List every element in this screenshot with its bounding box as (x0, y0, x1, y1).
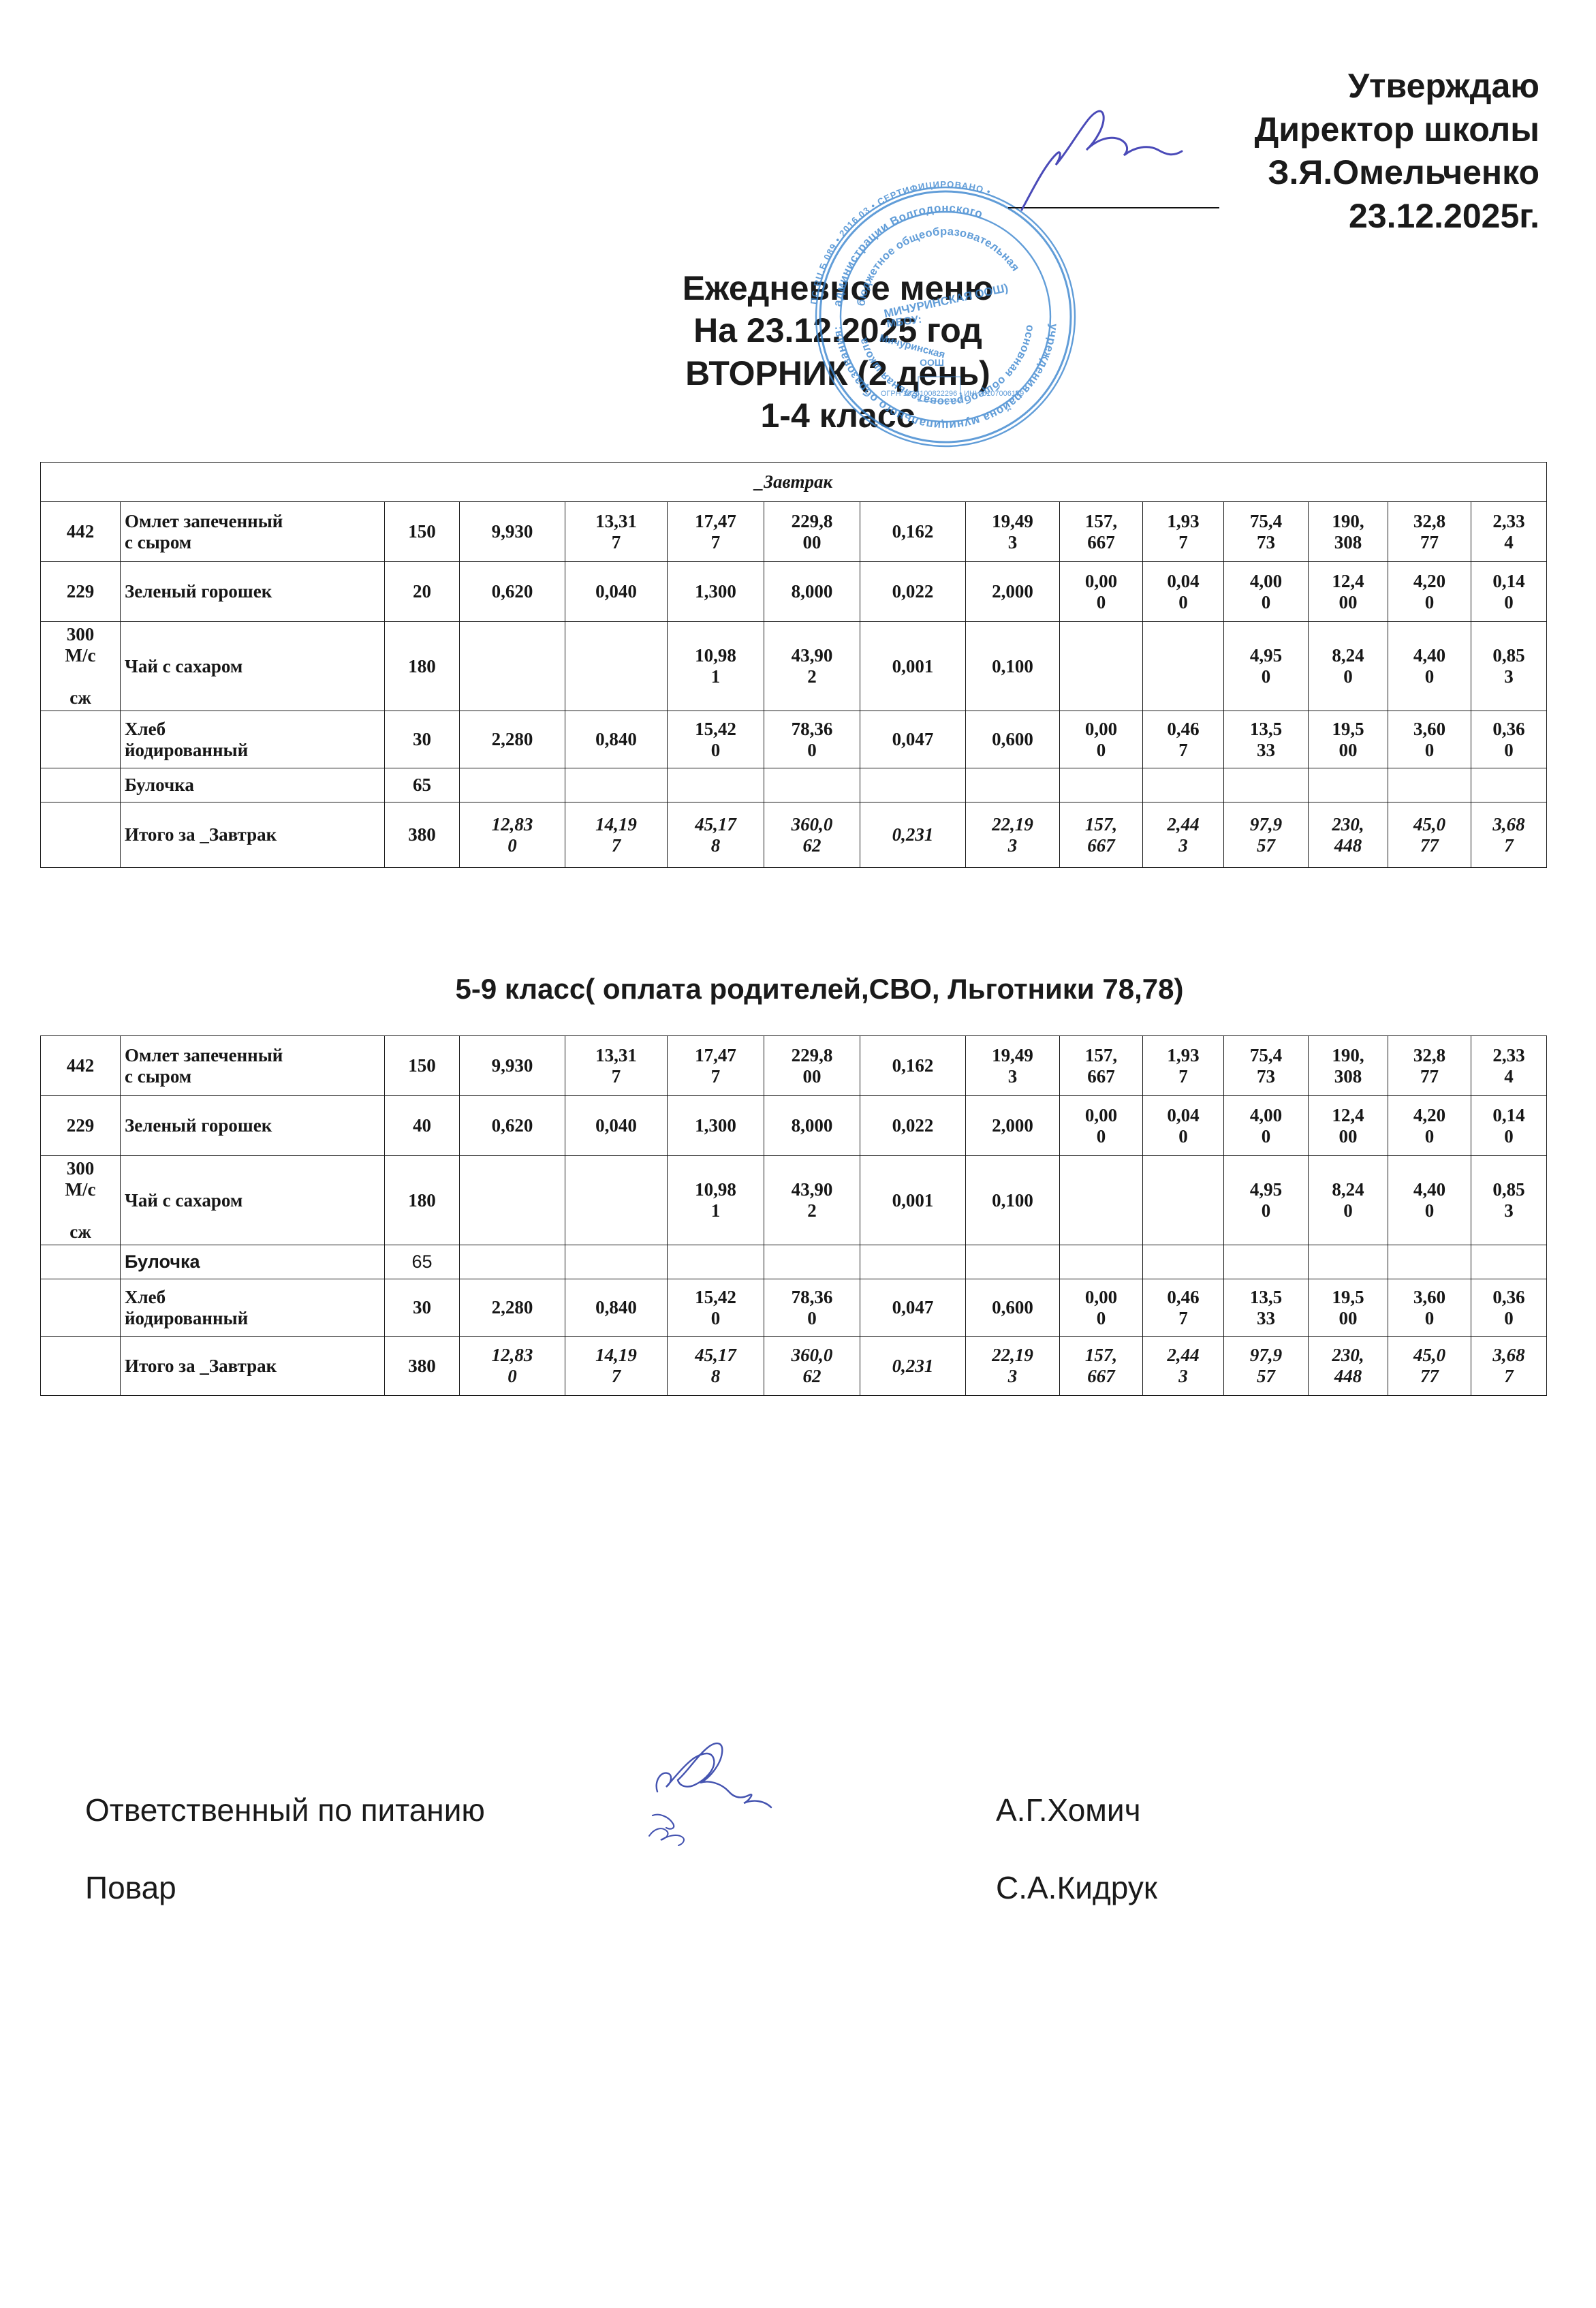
svg-text:ОГРН 1026100822296 • ИНН 61070: ОГРН 1026100822296 • ИНН 6107006179 (881, 390, 1024, 398)
svg-text:МИЧУРИНСКАЯ ООШ): МИЧУРИНСКАЯ ООШ) (883, 281, 1010, 320)
svg-text:ООШ: ООШ (920, 357, 944, 368)
